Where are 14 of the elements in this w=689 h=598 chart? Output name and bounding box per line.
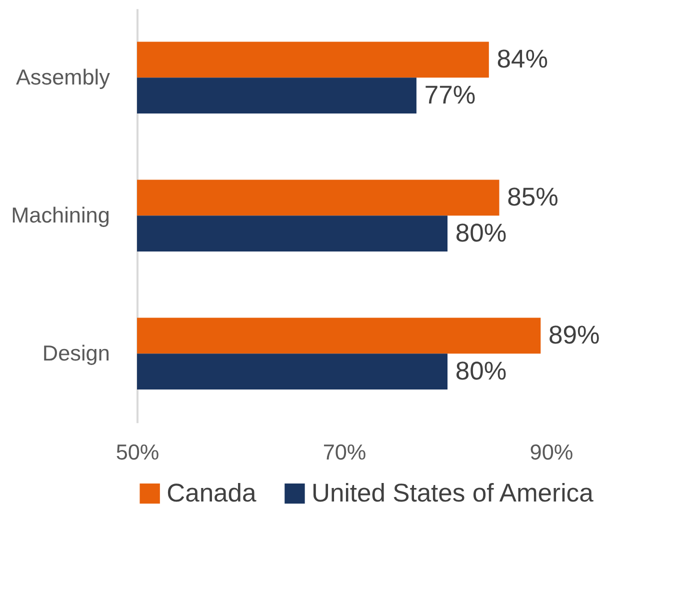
data-label: 80% xyxy=(455,357,507,386)
data-label: 85% xyxy=(507,184,558,212)
y-tick-label: Design xyxy=(42,340,110,366)
data-label: 80% xyxy=(455,219,507,248)
legend-label: United States of America xyxy=(311,479,594,508)
y-tick-label: Machining xyxy=(11,202,110,228)
x-tick-label: 70% xyxy=(322,440,366,465)
x-tick-label: 50% xyxy=(116,440,160,465)
legend-label: Canada xyxy=(166,479,258,508)
data-label: 84% xyxy=(496,46,548,74)
data-label: 89% xyxy=(548,322,600,350)
data-label: 77% xyxy=(424,81,476,110)
x-tick-label: 90% xyxy=(530,440,574,465)
y-tick-label: Assembly xyxy=(16,64,110,90)
